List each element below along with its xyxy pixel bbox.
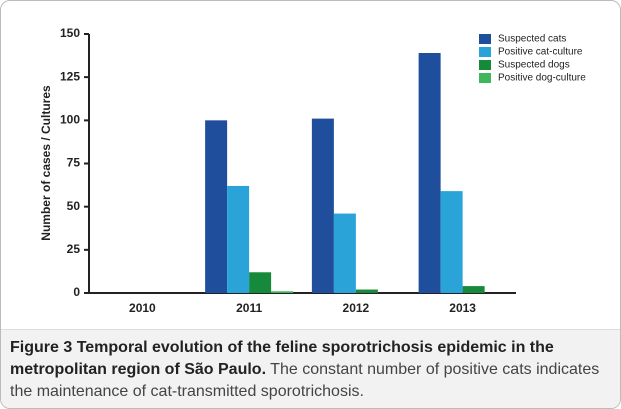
legend-label: Suspected cats — [498, 34, 566, 45]
bar — [333, 213, 356, 293]
y-tick-label: 0 — [73, 285, 80, 299]
y-tick-label: 150 — [60, 26, 80, 40]
bar — [418, 52, 441, 293]
y-axis-label: Number of cases / Cultures — [39, 85, 53, 241]
legend-swatch — [479, 73, 491, 83]
x-tick-label: 2013 — [449, 301, 476, 315]
legend-label: Suspected dogs — [498, 60, 570, 71]
caption-title: Temporal evolution of the feline sporotr… — [10, 339, 554, 378]
bar — [355, 289, 378, 293]
caption-label: Figure 3 — [10, 339, 73, 356]
caption-text: The constant number of positive cats ind… — [10, 361, 600, 400]
x-tick-label: 2010 — [129, 301, 156, 315]
y-tick-label: 75 — [67, 156, 81, 170]
bar — [462, 286, 485, 293]
x-tick-label: 2011 — [236, 301, 262, 315]
bar — [249, 272, 272, 293]
legend-swatch — [479, 47, 491, 57]
x-tick-label: 2012 — [343, 301, 370, 315]
legend-swatch — [479, 34, 491, 44]
legend-swatch — [479, 60, 491, 70]
legend-label: Positive cat-culture — [498, 47, 583, 58]
bar — [205, 120, 228, 293]
y-tick-label: 125 — [60, 69, 80, 83]
bar — [227, 185, 250, 293]
chart: Number of cases / Cultures 0 25 50 75 100 125… — [39, 26, 586, 315]
caption: Figure 3 Temporal evolution of the felin… — [1, 329, 620, 408]
bar — [440, 191, 463, 293]
y-tick-label: 25 — [67, 242, 81, 256]
y-tick-label: 50 — [67, 199, 81, 213]
bar — [311, 118, 334, 294]
legend-label: Positive dog-culture — [498, 73, 586, 84]
y-tick-label: 100 — [60, 113, 80, 127]
bar — [271, 291, 294, 293]
